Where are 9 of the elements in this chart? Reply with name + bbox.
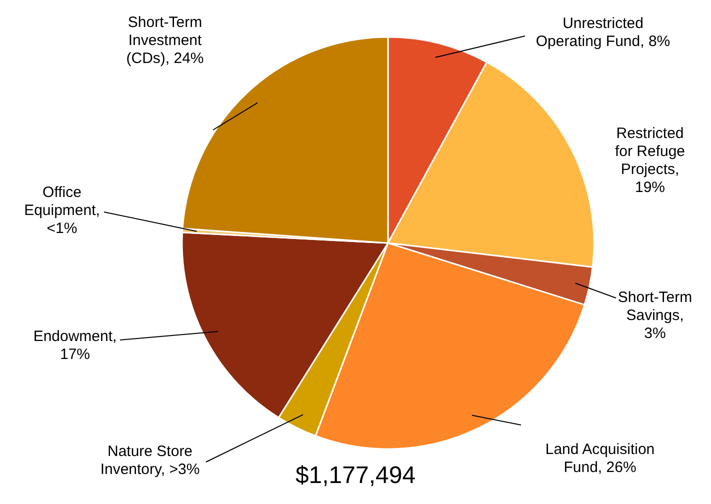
slice-label: Office Equipment, <1% bbox=[24, 184, 100, 237]
slice-label: Short-Term Investment (CDs), 24% bbox=[126, 14, 204, 67]
slice-label: Unrestricted Operating Fund, 8% bbox=[536, 15, 670, 50]
slice-label: Endowment, 17% bbox=[33, 328, 117, 363]
text: $1,177,494 bbox=[295, 462, 416, 489]
slice-label: Restricted for Refuge Projects, 19% bbox=[614, 125, 686, 196]
slice-label: Short-Term Savings, 3% bbox=[618, 289, 692, 342]
slice-label: Land Acquisition Fund, 26% bbox=[545, 441, 655, 476]
slice-label: Nature Store Inventory, >3% bbox=[100, 443, 200, 478]
